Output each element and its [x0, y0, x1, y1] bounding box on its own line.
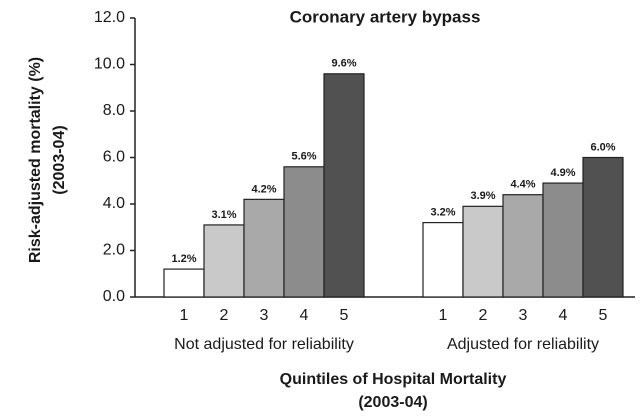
y-tick-label: 10.0 [94, 56, 125, 73]
bar [283, 166, 325, 298]
value-label: 4.2% [251, 183, 276, 195]
y-tick-label: 0.0 [103, 288, 125, 305]
value-label: 5.6% [291, 151, 316, 163]
y-tick-label: 8.0 [103, 102, 125, 119]
y-tick-label: 4.0 [103, 195, 125, 212]
bar [323, 73, 365, 298]
x-axis-label: (2003-04) [358, 394, 427, 411]
y-tick-label: 6.0 [103, 149, 125, 166]
x-axis-label: Quintiles of Hospital Mortality [280, 371, 507, 388]
value-label: 9.6% [331, 58, 356, 70]
value-label: 3.2% [430, 207, 455, 219]
y-tick-label: 12.0 [94, 9, 125, 26]
bar [422, 222, 464, 298]
y-axis-label: Risk-adjusted mortality (%) [27, 57, 44, 263]
value-label: 3.1% [211, 209, 236, 221]
bar [163, 268, 205, 298]
quintile-label: 2 [220, 307, 229, 324]
quintile-label: 2 [479, 307, 488, 324]
x-tick-label: Adjusted for reliability [447, 336, 599, 353]
bar [502, 194, 544, 298]
quintile-label: 5 [340, 307, 349, 324]
chart-title: Coronary artery bypass [290, 7, 481, 26]
quintile-label: 1 [439, 307, 448, 324]
value-label: 6.0% [590, 141, 615, 153]
bar [582, 156, 624, 298]
value-label: 4.9% [550, 167, 575, 179]
x-tick-label: Not adjusted for reliability [174, 336, 354, 353]
value-label: 4.4% [510, 179, 535, 191]
value-label: 1.2% [171, 253, 196, 265]
bar [243, 198, 285, 298]
value-label: 3.9% [470, 190, 495, 202]
quintile-label: 3 [519, 307, 528, 324]
quintile-label: 3 [260, 307, 269, 324]
bar [542, 182, 584, 298]
quintile-label: 1 [180, 307, 189, 324]
quintile-label: 4 [559, 307, 568, 324]
bar [462, 205, 504, 298]
y-tick-label: 2.0 [103, 242, 125, 259]
quintile-label: 5 [599, 307, 608, 324]
bar [203, 224, 245, 298]
y-axis-label: (2003-04) [51, 125, 68, 194]
quintile-label: 4 [300, 307, 309, 324]
